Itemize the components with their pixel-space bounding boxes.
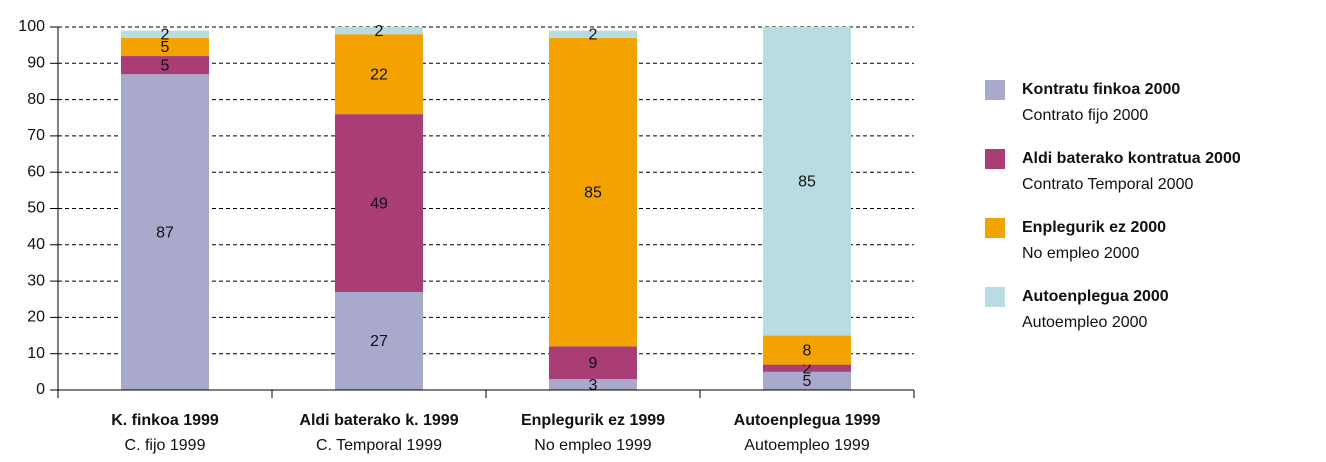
data-label: 2 [375,23,384,40]
legend-sublabel: Autoempleo 2000 [1022,314,1148,331]
data-label: 5 [161,39,170,56]
x-tick-label: Autoenplegua 1999 [734,412,881,429]
data-label: 9 [589,355,598,372]
x-tick-sublabel: C. fijo 1999 [125,437,206,454]
legend-swatch [985,218,1005,238]
x-tick-sublabel: No empleo 1999 [534,437,652,454]
bar-segment [549,30,637,38]
data-label: 2 [161,26,170,43]
legend-swatch [985,287,1005,307]
x-tick-label: Enplegurik ez 1999 [521,412,665,429]
bar-segment [121,74,209,390]
y-tick-label: 70 [27,127,45,144]
bar-segment [763,27,851,336]
y-tick-label: 90 [27,55,45,72]
legend-sublabel: No empleo 2000 [1022,245,1140,262]
legend-swatch [985,149,1005,169]
data-label: 8 [803,342,812,359]
bar-segment [549,37,637,347]
legend-sublabel: Contrato Temporal 2000 [1022,176,1193,193]
bar-segment [335,34,423,115]
legend-swatch [985,80,1005,100]
data-label: 49 [370,195,388,212]
bar-segment [335,27,423,35]
data-label: 2 [589,26,598,43]
data-label: 5 [803,373,812,390]
legend-sublabel: Contrato fijo 2000 [1022,107,1148,124]
bar-segment [335,114,423,292]
legend-label: Enplegurik ez 2000 [1022,219,1166,236]
x-tick-sublabel: Autoempleo 1999 [744,437,870,454]
bar-segment [335,291,423,390]
y-tick-label: 80 [27,91,45,108]
y-tick-label: 100 [18,18,45,35]
data-label: 5 [161,57,170,74]
data-label: 22 [370,66,388,83]
y-tick-label: 50 [27,200,45,217]
y-tick-label: 60 [27,163,45,180]
data-label: 85 [798,173,816,190]
legend-label: Aldi baterako kontratua 2000 [1022,150,1241,167]
bar-segment [121,30,209,38]
data-label: 27 [370,333,388,350]
data-label: 2 [803,360,812,377]
x-tick-label: Aldi baterako k. 1999 [299,412,458,429]
bar-segment [763,364,851,372]
y-tick-label: 40 [27,236,45,253]
y-tick-label: 30 [27,272,45,289]
data-label: 87 [156,224,174,241]
x-tick-label: K. finkoa 1999 [111,412,219,429]
bar-segment [121,56,209,75]
bar-segment [763,335,851,365]
bar-segment [549,379,637,390]
y-tick-label: 10 [27,345,45,362]
bar-segment [121,37,209,57]
y-tick-label: 0 [36,381,45,398]
bar-segment [549,346,637,380]
legend-label: Autoenplegua 2000 [1022,288,1169,305]
x-tick-sublabel: C. Temporal 1999 [316,437,442,454]
data-label: 85 [584,184,602,201]
bar-segment [763,371,851,390]
y-tick-label: 20 [27,309,45,326]
legend-label: Kontratu finkoa 2000 [1022,81,1180,98]
data-label: 3 [589,377,598,394]
